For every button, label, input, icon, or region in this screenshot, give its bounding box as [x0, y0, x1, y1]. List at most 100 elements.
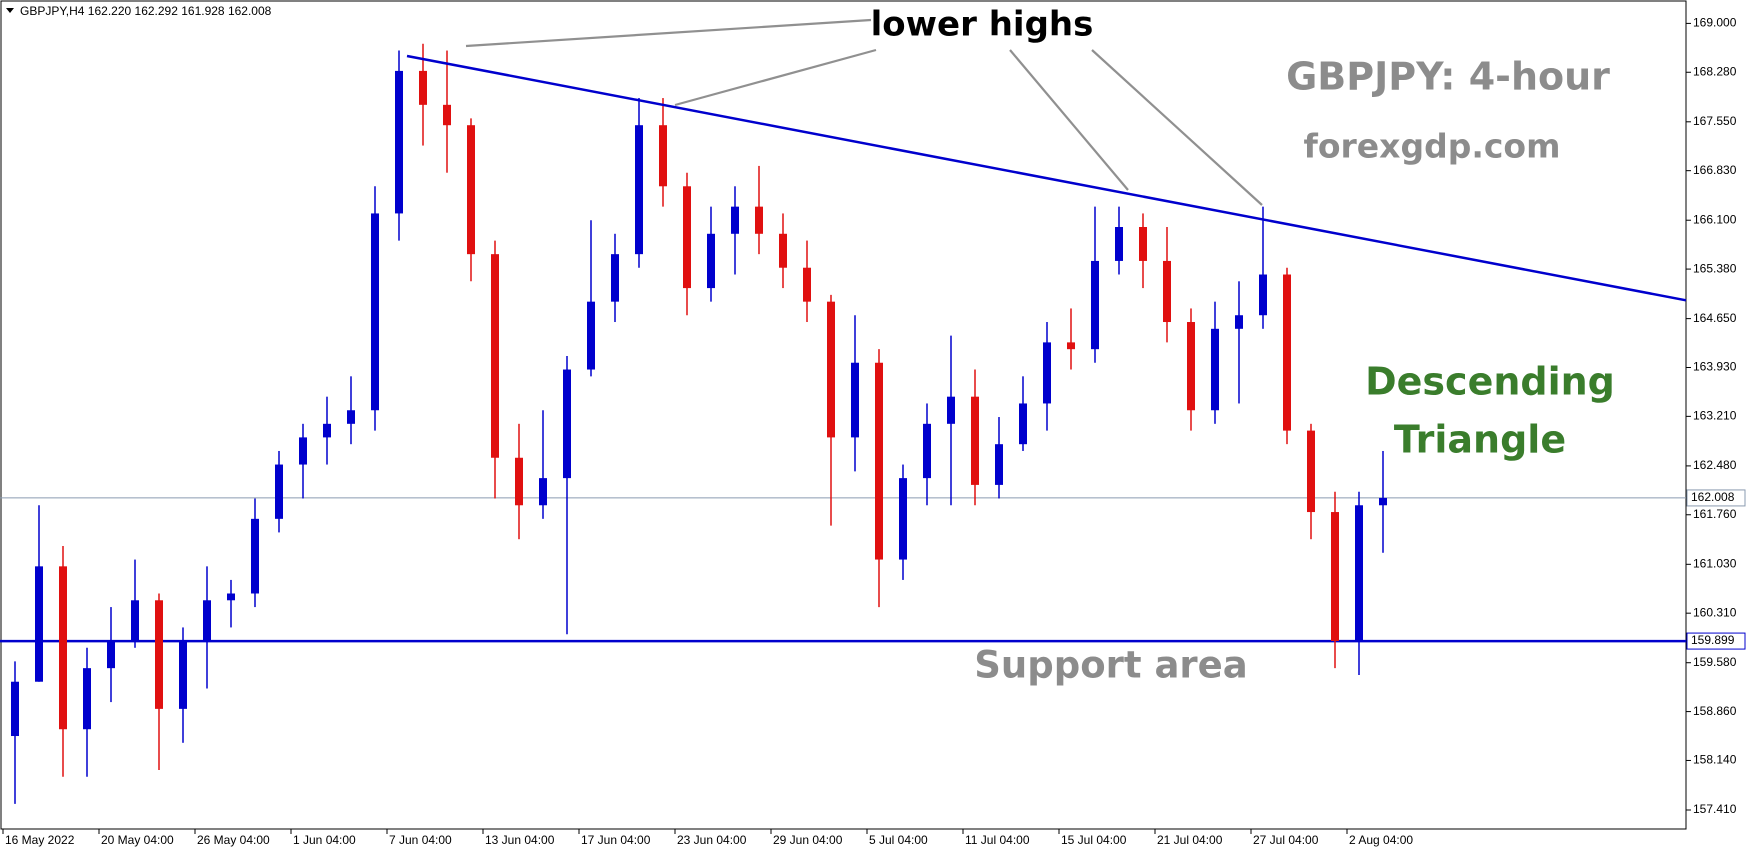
- candle-body: [251, 518, 259, 594]
- candle-body: [419, 70, 427, 105]
- candle-body: [899, 478, 907, 560]
- candle-body: [323, 423, 331, 438]
- y-tick-label: 161.760: [1693, 507, 1737, 521]
- candle-body: [1067, 342, 1075, 350]
- y-tick-label: 168.280: [1693, 64, 1737, 78]
- candle-body: [443, 104, 451, 126]
- candle-body: [467, 125, 475, 255]
- candle-body: [347, 410, 355, 424]
- x-tick-label: 5 Jul 04:00: [869, 833, 928, 847]
- y-tick-label: 158.860: [1693, 704, 1737, 718]
- candle-body: [203, 600, 211, 642]
- x-tick-label: 27 Jul 04:00: [1253, 833, 1319, 847]
- candle-body: [635, 125, 643, 255]
- pointer-line: [674, 48, 877, 107]
- candle-body: [923, 423, 931, 479]
- price-label-box: [1686, 632, 1746, 650]
- header-arrow: [6, 8, 14, 13]
- candle-body: [1355, 505, 1363, 642]
- candle-body: [515, 457, 523, 506]
- y-tick-label: 163.930: [1693, 360, 1737, 374]
- candle-body: [395, 70, 403, 214]
- y-tick-label: 159.580: [1693, 655, 1737, 669]
- candle-body: [755, 206, 763, 234]
- annotation: Triangle: [1394, 418, 1566, 462]
- candle-body: [803, 267, 811, 302]
- candle-body: [59, 566, 67, 730]
- header: GBPJPY,H4 162.220 162.292 161.928 162.00…: [20, 4, 272, 18]
- pointer-line: [1009, 49, 1129, 191]
- candle-body: [1259, 274, 1267, 316]
- candle-body: [1019, 403, 1027, 445]
- candle-body: [1139, 227, 1147, 261]
- x-tick-label: 11 Jul 04:00: [965, 833, 1030, 847]
- x-tick-label: 20 May 04:00: [101, 833, 174, 847]
- y-tick-label: 163.210: [1693, 409, 1737, 423]
- candle-body: [1043, 342, 1051, 404]
- x-tick-label: 17 Jun 04:00: [581, 833, 651, 847]
- candle-body: [11, 681, 19, 737]
- candle-body: [827, 301, 835, 438]
- y-tick-label: 166.830: [1693, 163, 1737, 177]
- candle-body: [587, 301, 595, 370]
- price-label-box: [1686, 489, 1746, 507]
- pointer-line: [465, 18, 872, 48]
- candle-body: [659, 125, 667, 187]
- y-tick-label: 158.140: [1693, 753, 1737, 767]
- x-tick-label: 13 Jun 04:00: [485, 833, 555, 847]
- candle-body: [1307, 430, 1315, 513]
- candle-body: [1235, 315, 1243, 329]
- candle-body: [107, 641, 115, 669]
- x-tick-label: 15 Jul 04:00: [1061, 833, 1127, 847]
- y-tick-label: 161.030: [1693, 556, 1737, 570]
- trendline: [406, 54, 1687, 302]
- candle-body: [851, 362, 859, 438]
- candle-body: [35, 566, 43, 682]
- x-tick-label: 26 May 04:00: [197, 833, 270, 847]
- annotation: Descending: [1365, 360, 1615, 404]
- x-tick-label: 21 Jul 04:00: [1157, 833, 1223, 847]
- x-tick-label: 23 Jun 04:00: [677, 833, 747, 847]
- candle-body: [971, 396, 979, 485]
- pointers: [465, 18, 1263, 206]
- candle-body: [1283, 274, 1291, 431]
- x-tick-label: 16 May 2022: [5, 833, 75, 847]
- candle-body: [299, 437, 307, 465]
- x-tick-label: 7 Jun 04:00: [389, 833, 452, 847]
- candle-body: [539, 478, 547, 506]
- x-tick-label: 2 Aug 04:00: [1349, 833, 1413, 847]
- y-tick-label: 160.310: [1693, 605, 1737, 619]
- candle-body: [731, 206, 739, 234]
- y-tick-label: 164.650: [1693, 311, 1737, 325]
- candle-body: [275, 464, 283, 519]
- candle-body: [1091, 260, 1099, 350]
- y-tick-label: 169.000: [1693, 16, 1737, 30]
- annotation: Support area: [974, 644, 1247, 687]
- price-label: 162.008: [1691, 490, 1735, 504]
- candle-body: [1379, 497, 1387, 506]
- y-tick-label: 167.550: [1693, 114, 1737, 128]
- pointer-line: [1091, 49, 1263, 206]
- candle-body: [875, 362, 883, 560]
- candle-body: [995, 444, 1003, 485]
- candle-body: [1331, 512, 1339, 642]
- candle-body: [707, 233, 715, 289]
- annotation: GBPJPY: 4-hour: [1286, 55, 1610, 99]
- plot-frame: [0, 0, 1687, 830]
- price-label: 159.899: [1691, 633, 1735, 647]
- candle-body: [371, 213, 379, 411]
- x-tick-label: 1 Jun 04:00: [293, 833, 356, 847]
- candle-body: [947, 396, 955, 424]
- candle-body: [611, 254, 619, 302]
- y-tick-label: 157.410: [1693, 802, 1737, 816]
- y-tick-label: 165.380: [1693, 261, 1737, 275]
- y-tick-label: 166.100: [1693, 212, 1737, 226]
- y-tick-label: 162.480: [1693, 458, 1737, 472]
- x-tick-label: 29 Jun 04:00: [773, 833, 843, 847]
- candle-body: [1187, 322, 1195, 411]
- candle-body: [179, 641, 187, 709]
- annotation: forexgdp.com: [1304, 127, 1561, 166]
- annotation: lower highs: [871, 5, 1094, 45]
